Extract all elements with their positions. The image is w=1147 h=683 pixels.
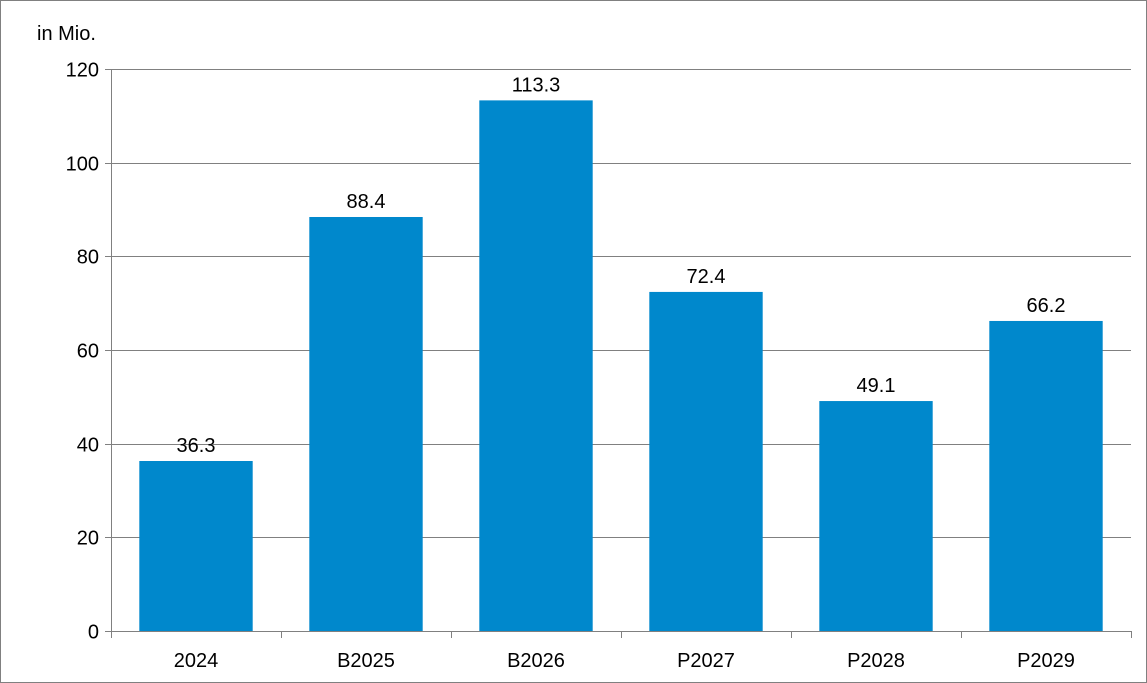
y-tick-label: 60 bbox=[77, 341, 99, 363]
data-label-P2029: 66.2 bbox=[1027, 295, 1066, 317]
data-label-B2026: 113.3 bbox=[512, 74, 561, 96]
bar-P2027 bbox=[649, 291, 763, 631]
y-tick-label: 40 bbox=[77, 435, 99, 457]
labels: 0 20 40 60 80 100 120 2024 36.3 B2025 88.4 B2026 113… bbox=[66, 60, 1075, 673]
x-tick-label: P2027 bbox=[677, 650, 735, 672]
bar-B2026 bbox=[479, 100, 593, 631]
y-tick-label: 20 bbox=[77, 528, 99, 550]
x-tick-label: P2029 bbox=[1017, 650, 1075, 672]
y-tick-label: 0 bbox=[88, 622, 99, 644]
y-tick-label: 100 bbox=[66, 154, 99, 176]
gridlines bbox=[111, 69, 1131, 538]
bar-P2028 bbox=[819, 401, 933, 631]
x-tick-label: B2026 bbox=[507, 650, 565, 672]
x-tick-label: 2024 bbox=[174, 650, 219, 672]
bar-2024 bbox=[139, 460, 253, 631]
x-tick-label: P2028 bbox=[847, 650, 905, 672]
data-label-P2028: 49.1 bbox=[857, 375, 896, 397]
data-label-B2025: 88.4 bbox=[347, 191, 386, 213]
axes bbox=[105, 69, 1132, 638]
bar-P2029 bbox=[989, 320, 1103, 631]
x-tick-label: B2025 bbox=[337, 650, 395, 672]
y-tick-label: 120 bbox=[66, 60, 99, 82]
y-axis-unit-label: in Mio. bbox=[37, 23, 96, 45]
y-tick-label: 80 bbox=[77, 247, 99, 269]
data-label-2024: 36.3 bbox=[177, 435, 216, 457]
data-label-P2027: 72.4 bbox=[687, 266, 726, 288]
bars bbox=[139, 100, 1103, 631]
bar-B2025 bbox=[309, 216, 423, 631]
